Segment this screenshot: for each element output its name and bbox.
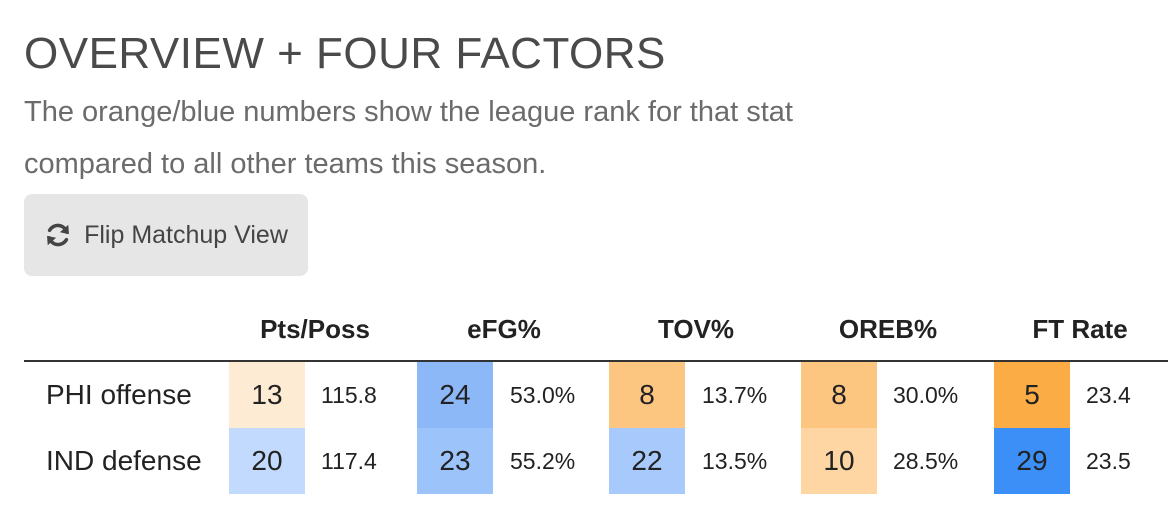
- column-header-tov: TOV%: [657, 314, 735, 344]
- rank-cell: 10: [801, 428, 877, 494]
- table-header: Pts/Poss eFG% TOV% OREB% FT Rate: [0, 306, 1176, 352]
- row-label: PHI offense: [46, 379, 192, 410]
- rank-cell: 5: [994, 362, 1070, 428]
- value-cell: 13.7%: [702, 382, 768, 408]
- rank-cell: 8: [801, 362, 877, 428]
- flip-matchup-label: Flip Matchup View: [84, 220, 288, 249]
- table-row: PHI offense 13 115.8 24 53.0% 8 13.7% 8 …: [0, 362, 1176, 428]
- rank-cell: 24: [417, 362, 493, 428]
- value-cell: 23.4: [1086, 382, 1131, 408]
- rank-cell: 29: [994, 428, 1070, 494]
- page-title: OVERVIEW + FOUR FACTORS: [24, 29, 666, 78]
- page-subtitle: The orange/blue numbers show the league …: [24, 96, 793, 180]
- column-header-pts-poss: Pts/Poss: [260, 314, 370, 344]
- column-header-ft-rate: FT Rate: [1032, 314, 1128, 344]
- rank-cell: 22: [609, 428, 685, 494]
- value-cell: 115.8: [321, 382, 377, 408]
- value-cell: 28.5%: [893, 448, 959, 474]
- rank-cell: 8: [609, 362, 685, 428]
- row-label: IND defense: [46, 445, 202, 476]
- column-header-efg: eFG%: [467, 314, 541, 344]
- rank-cell: 20: [229, 428, 305, 494]
- rank-cell: 13: [229, 362, 305, 428]
- value-cell: 23.5: [1086, 448, 1131, 474]
- value-cell: 53.0%: [510, 382, 576, 408]
- column-header-oreb: OREB%: [838, 314, 938, 344]
- value-cell: 55.2%: [510, 448, 576, 474]
- refresh-icon: [44, 221, 72, 249]
- value-cell: 13.5%: [702, 448, 768, 474]
- table-row: IND defense 20 117.4 23 55.2% 22 13.5% 1…: [0, 428, 1176, 494]
- rank-cell: 23: [417, 428, 493, 494]
- value-cell: 117.4: [321, 448, 377, 474]
- header-divider: [24, 360, 1168, 362]
- value-cell: 30.0%: [893, 382, 959, 408]
- flip-matchup-button[interactable]: Flip Matchup View: [24, 194, 308, 276]
